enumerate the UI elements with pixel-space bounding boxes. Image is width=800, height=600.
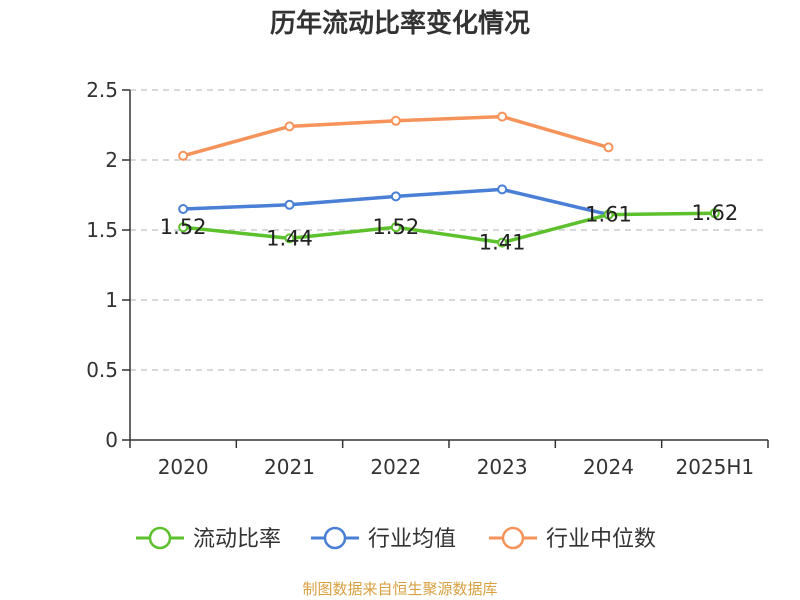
data-point bbox=[497, 184, 508, 195]
data-label: 1.52 bbox=[372, 215, 419, 239]
y-tick-label: 0.5 bbox=[86, 358, 118, 382]
y-tick-label: 2 bbox=[105, 148, 118, 172]
legend-item[interactable]: 流动比率 bbox=[136, 526, 281, 552]
data-point bbox=[284, 121, 295, 132]
data-point bbox=[497, 111, 508, 122]
data-label: 1.61 bbox=[585, 203, 632, 227]
data-point bbox=[709, 208, 720, 219]
series-line bbox=[182, 211, 715, 245]
legend-label: 行业中位数 bbox=[546, 527, 656, 552]
data-point bbox=[178, 222, 189, 233]
data-point bbox=[603, 209, 614, 220]
data-point bbox=[390, 222, 401, 233]
x-tick-label: 2025H1 bbox=[675, 455, 754, 479]
y-tick-label: 0 bbox=[105, 428, 118, 452]
x-tick-label: 2024 bbox=[583, 455, 634, 479]
data-label: 1.52 bbox=[160, 215, 207, 239]
x-tick-label: 2023 bbox=[477, 455, 528, 479]
y-tick-label: 1.5 bbox=[86, 218, 118, 242]
y-tick-label: 2.5 bbox=[86, 78, 118, 102]
legend-item[interactable]: 行业中位数 bbox=[489, 526, 656, 552]
data-point bbox=[178, 150, 189, 161]
x-tick-label: 2022 bbox=[370, 455, 421, 479]
data-label: 1.41 bbox=[479, 231, 526, 255]
series-group: 1.52 1.44 1.52 1.41 1.61 1.62 bbox=[160, 111, 738, 255]
data-point bbox=[284, 199, 295, 210]
chart-title: 历年流动比率变化情况 bbox=[270, 8, 530, 39]
legend-label: 行业均值 bbox=[368, 527, 456, 552]
data-point bbox=[390, 115, 401, 126]
gridlines bbox=[130, 89, 768, 371]
data-point bbox=[390, 191, 401, 202]
legend-marker bbox=[501, 526, 525, 550]
legend-label: 流动比率 bbox=[193, 527, 281, 552]
legend-marker bbox=[323, 526, 347, 550]
data-label: 1.62 bbox=[691, 201, 738, 225]
source-note: 制图数据来自恒生聚源数据库 bbox=[302, 580, 497, 598]
legend-marker bbox=[148, 526, 172, 550]
x-tick-label: 2021 bbox=[264, 455, 315, 479]
data-label: 1.44 bbox=[266, 226, 313, 250]
y-tick-label: 1 bbox=[105, 288, 118, 312]
data-point bbox=[178, 204, 189, 214]
data-point bbox=[284, 233, 295, 244]
legend-item[interactable]: 行业均值 bbox=[311, 526, 456, 552]
x-tick-label: 2020 bbox=[158, 455, 209, 479]
data-point bbox=[497, 237, 508, 248]
legend: 流动比率 行业均值 行业中位数 bbox=[136, 526, 656, 552]
data-point bbox=[603, 142, 614, 153]
